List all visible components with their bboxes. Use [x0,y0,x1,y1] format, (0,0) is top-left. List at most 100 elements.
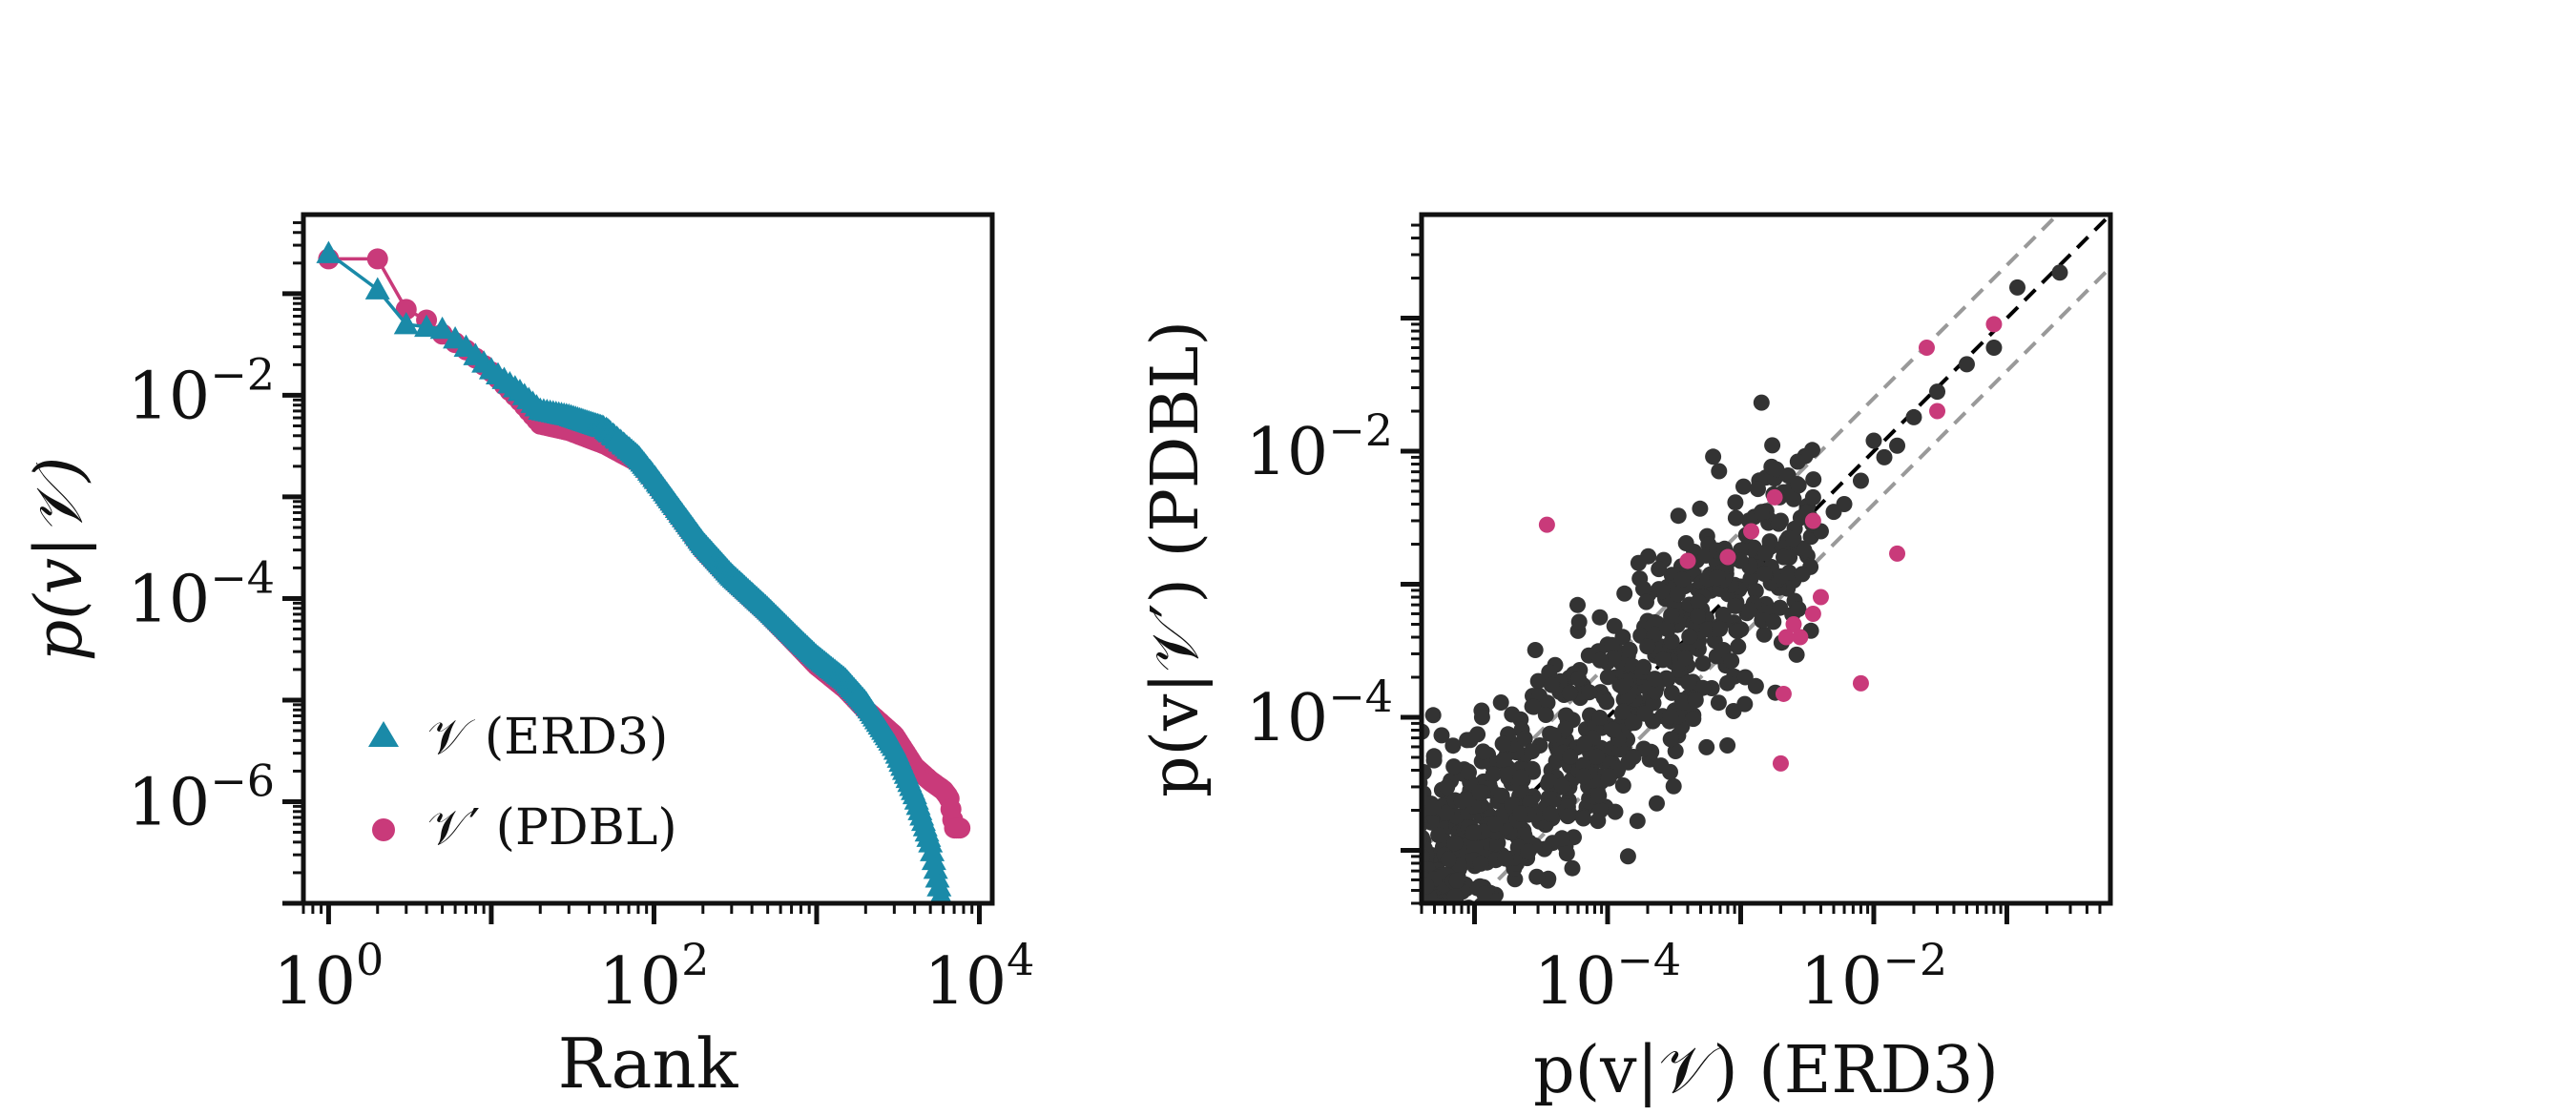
scatter-point [1625,749,1642,765]
tick-base: 10 [924,944,1008,1020]
scatter-point [1630,554,1647,571]
tick-base: 10 [1246,415,1329,490]
scatter-point [1476,920,1492,937]
scatter-point [1406,927,1423,943]
scatter-point [1601,768,1618,785]
scatter-point [1410,988,1426,1004]
scatter-point [1407,988,1423,1004]
scatter-point [1516,730,1533,747]
rank-point-erd3 [926,874,952,897]
scatter-point [1460,763,1477,780]
scatter-plot-tick-labels: 10−4 10−210−410−2 [1246,404,1947,1020]
scatter-point [1459,984,1475,1001]
scatter-point [1412,956,1428,972]
scatter-point [1416,906,1432,922]
scatter-point [1985,339,2003,356]
scatter-point [1529,922,1546,939]
scatter-point [1674,694,1692,711]
scatter-point [1589,748,1606,765]
scatter-point [1410,951,1426,967]
scatter-point [1524,760,1541,777]
scatter-point [1432,929,1448,945]
scatter-point [1413,937,1429,953]
scatter-point [1794,566,1811,583]
scatter-point [1411,997,1427,1013]
scatter-point [1410,911,1426,927]
scatter-point [1529,672,1547,690]
scatter-point [1681,628,1698,645]
scatter-point [1448,872,1465,889]
scatter-outlier-point [1918,339,1935,356]
scatter-point [1413,970,1429,986]
rank-point-erd3 [316,240,342,263]
scatter-point [1747,677,1764,694]
scatter-point [1570,671,1588,687]
scatter-point [1422,878,1435,895]
scatter-outlier-point [1772,754,1789,772]
scatter-point [1419,948,1435,964]
scatter-point [1512,805,1528,822]
scatter-point [1692,500,1709,517]
scatter-point [1905,408,1922,425]
scatter-point [1407,943,1423,960]
scatter-plot-y-tick-label: 10−2 [1246,404,1393,490]
scatter-point [1522,795,1539,811]
scatter-point [1710,694,1727,712]
scatter-point [1662,708,1679,725]
scatter-outlier-point [1777,629,1795,646]
rank-point-erd3 [429,316,455,340]
scatter-point [1418,935,1434,951]
scatter-point [1576,735,1593,752]
scatter-point [1406,993,1423,1009]
scatter-point [1486,816,1504,833]
scatter-point [1424,798,1442,816]
scatter-point [1431,923,1447,940]
scatter-point [1753,504,1770,521]
scatter-point [1476,885,1493,902]
scatter-point [2009,279,2026,296]
scatter-point [1741,602,1758,619]
scatter-point [1412,936,1428,952]
scatter-point [1409,923,1425,940]
scatter-point [1624,713,1641,731]
scatter-point [1735,478,1752,495]
scatter-point [1414,918,1430,934]
scatter-point [1415,927,1431,943]
scatter-point [1764,437,1781,454]
scatter-point [1411,958,1427,974]
rank-point-erd3 [924,865,950,888]
tick-exponent: −4 [210,551,275,603]
scatter-point [1591,710,1609,726]
legend-circle-marker [372,818,395,841]
scatter-point [1590,787,1608,804]
scatter-point [1575,810,1592,827]
scatter-point [1422,832,1427,848]
scatter-point [1423,921,1439,938]
scatter-point [1564,859,1581,877]
scatter-point [1646,614,1663,630]
scatter-point [1780,564,1797,581]
scatter-point [1415,948,1431,964]
scatter-point [1425,748,1443,765]
scatter-point [1426,928,1443,944]
scatter-point [1408,968,1424,984]
scatter-point [1419,932,1435,948]
scatter-point [1424,973,1441,989]
scatter-point [1406,919,1423,935]
scatter-point [1430,920,1446,937]
scatter-outlier-point [1766,488,1783,506]
scatter-point [1557,707,1574,724]
scatter-point [1605,650,1622,667]
scatter-point [1407,934,1423,950]
scatter-point [1410,964,1426,981]
scatter-point [1647,683,1664,700]
scatter-point [1559,808,1576,825]
scatter-point [1446,888,1464,903]
scatter-point [1776,548,1792,566]
scatter-point [1504,706,1521,723]
tick-base: 10 [128,765,211,840]
scatter-point [1518,927,1534,943]
scatter-point [1415,968,1431,984]
rank-plot-y-label: p(v|𝒱) [22,457,97,662]
